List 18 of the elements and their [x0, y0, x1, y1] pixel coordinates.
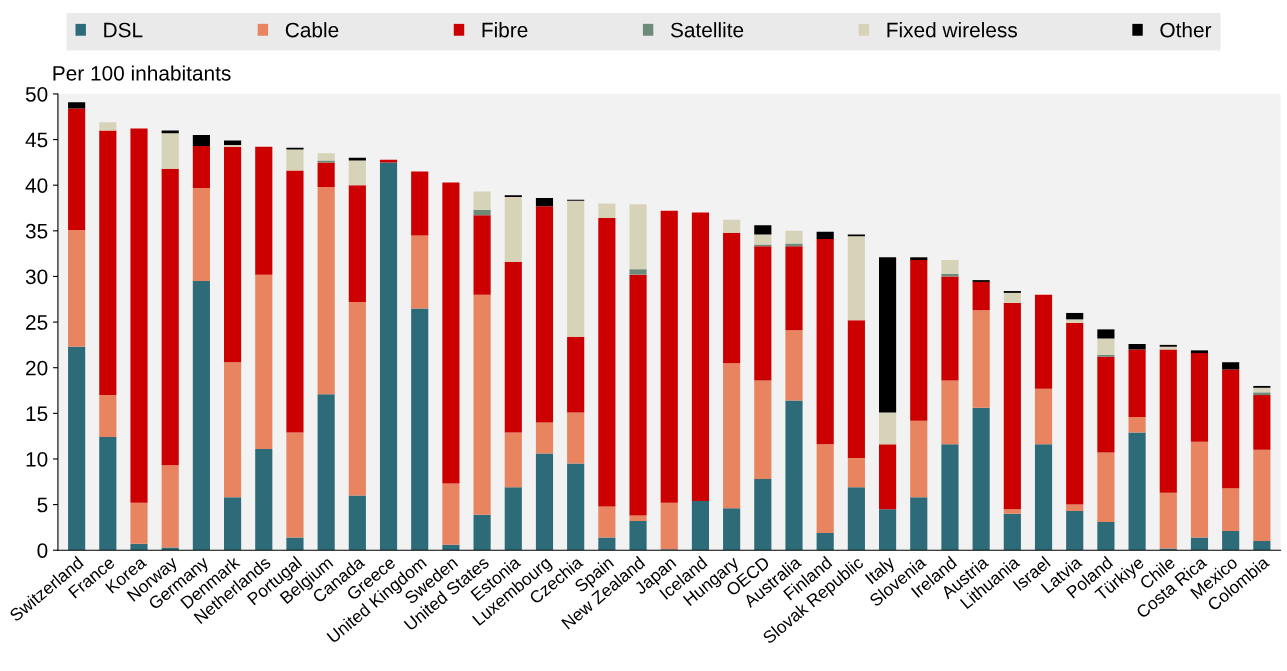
y-tick-label: 15	[26, 406, 48, 422]
y-tick-label: 0	[37, 543, 48, 558]
legend-label: Other	[1160, 22, 1212, 38]
y-tick-label: 5	[37, 497, 48, 513]
legend-label: DSL	[104, 22, 143, 38]
y-tick-label: 40	[25, 178, 48, 193]
legend-label: Satellite	[670, 22, 744, 38]
y-tick-label: 35	[25, 223, 48, 239]
legend-label: Cable	[285, 22, 339, 38]
y-tick-label: 10	[26, 451, 48, 467]
y-tick-label: 25	[26, 315, 48, 330]
legend-label: Fixed wireless	[887, 22, 1017, 38]
y-tick-label: 45	[25, 132, 48, 148]
y-tick-label: 20	[26, 360, 48, 376]
y-tick-label: 30	[25, 269, 48, 285]
y-axis-title: Per 100 inhabitants	[53, 65, 231, 81]
y-tick-label: 50	[25, 86, 48, 102]
legend-label: Fibre	[482, 22, 528, 38]
